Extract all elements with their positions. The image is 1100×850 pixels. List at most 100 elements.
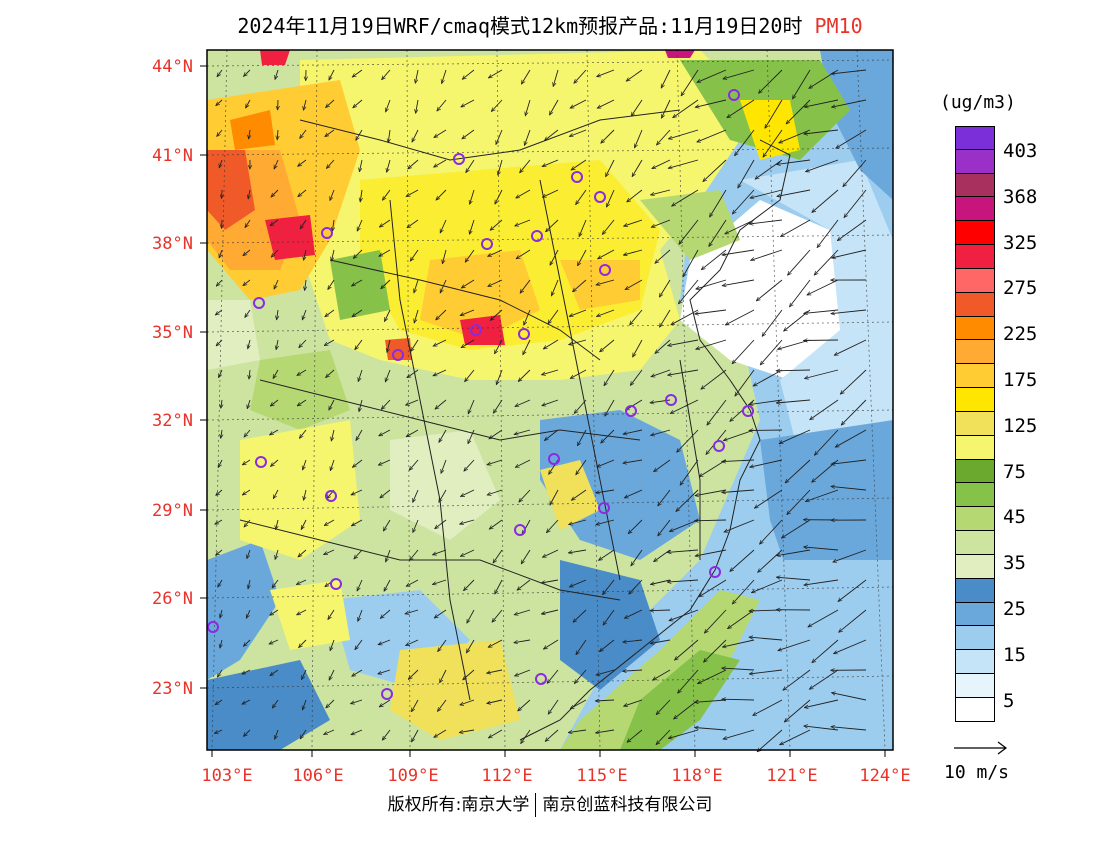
wind-arrow	[434, 159, 447, 167]
wind-arrow	[722, 279, 755, 286]
wind-arrow	[437, 99, 447, 111]
wind-arrow	[749, 219, 783, 224]
city-marker	[453, 153, 465, 165]
wind-arrow	[383, 579, 391, 591]
wind-arrow	[675, 639, 699, 660]
wind-arrow	[841, 399, 867, 425]
wind-arrow	[379, 429, 391, 437]
wind-arrow	[703, 159, 727, 182]
wind-arrow	[602, 219, 615, 235]
colorbar-swatch	[955, 483, 995, 508]
wind-arrow	[569, 579, 587, 587]
wind-arrow	[777, 189, 811, 196]
wind-arrow	[325, 309, 335, 317]
wind-arrow	[355, 639, 363, 650]
colorbar-label: 175	[1003, 369, 1038, 391]
wind-arrow	[545, 729, 559, 741]
wind-arrow	[569, 519, 587, 525]
wind-arrow	[673, 99, 699, 118]
colorbar-label: 25	[1003, 598, 1026, 620]
wind-arrow	[407, 369, 419, 378]
colorbar-label: 125	[1003, 414, 1038, 437]
wind-arrow	[546, 519, 559, 533]
wind-arrow	[784, 699, 811, 722]
colorbar-swatch	[955, 173, 995, 198]
wind-arrow	[623, 670, 643, 671]
wind-arrow	[704, 639, 727, 662]
wind-arrow	[215, 309, 223, 315]
wind-arrow	[696, 279, 727, 289]
wind-arrow	[546, 219, 559, 232]
colorbar-swatch	[955, 674, 995, 698]
wind-arrow	[492, 609, 503, 622]
wind-arrow	[441, 459, 447, 473]
wind-arrow	[671, 309, 699, 325]
wind-arrow	[496, 129, 503, 145]
wind-arrow	[382, 729, 391, 740]
colorbar-swatch	[955, 578, 995, 603]
wind-arrow	[245, 309, 251, 318]
wind-arrow	[750, 459, 783, 467]
wind-arrow	[356, 129, 363, 140]
wind-arrow	[356, 219, 363, 231]
colorbar	[955, 126, 995, 722]
wind-arrow	[299, 639, 307, 648]
wind-arrow	[248, 339, 250, 349]
wind-arrow	[837, 219, 867, 241]
wind-arrow	[467, 429, 475, 444]
wind-arrow	[709, 219, 727, 247]
wind-arrow	[470, 189, 475, 204]
wind-arrow	[633, 339, 643, 357]
wind-arrow	[576, 459, 587, 475]
wind-arrow	[838, 579, 867, 602]
wind-arrow	[299, 339, 307, 348]
wind-arrow	[596, 519, 615, 525]
wind-arrow	[599, 549, 615, 560]
wind-arrow	[243, 639, 251, 646]
wind-arrow	[807, 279, 839, 296]
wind-arrow	[704, 609, 727, 633]
wind-arrow	[839, 609, 867, 632]
wind-arrow	[629, 579, 643, 594]
wind-arrow	[462, 69, 475, 79]
wind-arrow	[414, 279, 419, 293]
wind-arrow	[359, 159, 363, 172]
chart-title: 2024年11月19日WRF/cmaq模式12km预报产品:11月19日20时 P…	[0, 10, 1100, 39]
wind-arrow	[652, 159, 671, 170]
wind-arrow	[271, 459, 279, 466]
wind-arrow	[785, 459, 811, 483]
wind-arrow	[596, 279, 615, 285]
wind-arrow	[489, 519, 503, 529]
wind-arrow	[808, 609, 839, 627]
wind-arrow	[407, 219, 419, 228]
wind-arrow	[487, 699, 503, 704]
wind-arrow	[216, 549, 223, 555]
wind-arrow	[325, 129, 335, 137]
lon-label: 118°E	[671, 766, 722, 786]
wind-arrow	[494, 189, 503, 204]
wind-arrow	[216, 99, 223, 106]
wind-arrow	[631, 99, 643, 116]
wind-arrow	[777, 549, 811, 556]
wind-arrow	[379, 249, 391, 256]
wind-arrow	[219, 159, 222, 168]
wind-arrow	[217, 129, 223, 137]
wind-arrow	[297, 369, 307, 376]
wind-arrow	[627, 729, 643, 742]
wind-arrow	[569, 129, 587, 137]
wind-arrow	[496, 369, 503, 385]
wind-arrow	[466, 639, 475, 653]
wind-arrow	[597, 99, 615, 109]
wind-arrow	[573, 279, 587, 292]
wind-arrow	[215, 519, 223, 524]
wind-arrow	[577, 429, 587, 446]
wind-arrow	[438, 639, 447, 652]
colorbar-swatch	[955, 268, 995, 293]
wind-arrow	[495, 339, 503, 354]
map-frame	[206, 49, 894, 751]
colorbar-swatch	[955, 697, 995, 722]
wind-arrow	[678, 669, 699, 693]
city-marker	[728, 89, 740, 101]
wind-arrow	[672, 189, 699, 206]
wind-arrow	[216, 339, 223, 346]
